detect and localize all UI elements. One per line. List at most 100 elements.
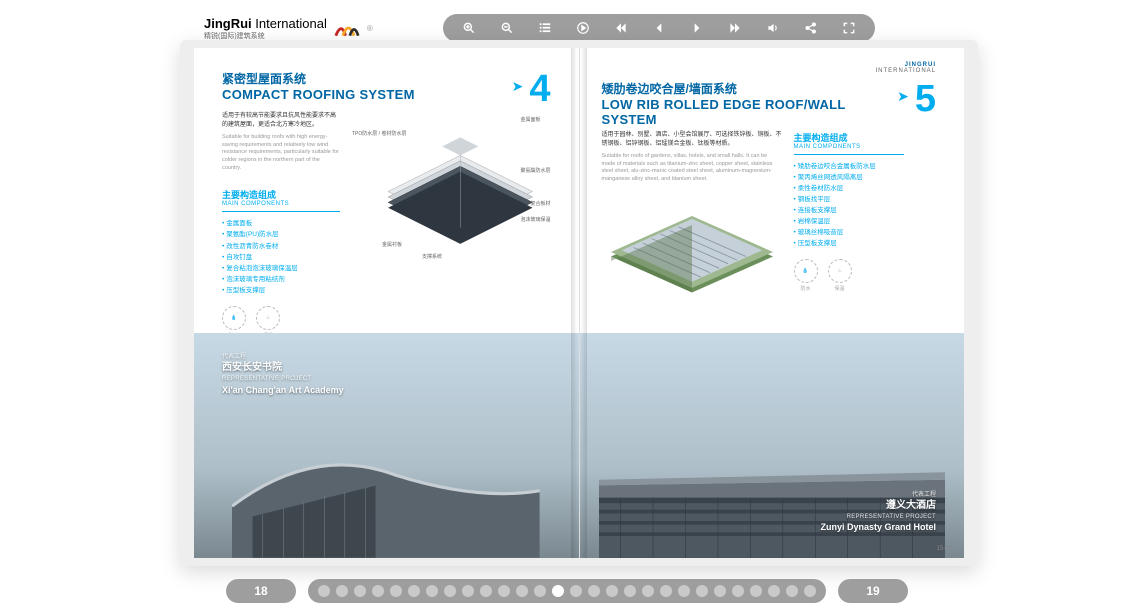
intro-en: Suitable for building roofs with high en… [222,134,340,172]
left-page-pill[interactable]: 18 [226,579,296,603]
page-dot[interactable] [462,585,474,597]
zoom-out-icon[interactable] [499,20,515,36]
page-dot[interactable] [372,585,384,597]
page-right[interactable]: JINGRUI INTERNATIONAL 矮肋卷边咬合屋/墙面系统 LOW R… [580,48,965,558]
component-item: 改性沥青防水卷材 [222,241,340,252]
page-dot[interactable] [660,585,672,597]
zoom-in-icon[interactable] [461,20,477,36]
page-dot[interactable] [588,585,600,597]
page-number: ➤ 5 [897,80,936,127]
badges: 💧防水 ♨保温 [794,259,904,292]
callout: 复合板材 [530,200,550,207]
project-label: 代表工程 西安长安书院 REPRESENTATIVE PROJECT Xi'an… [222,353,344,396]
component-item: 聚氨酯(PU)防水层 [222,229,340,240]
proj-name-en: Xi'an Chang'an Art Academy [222,384,344,397]
page-dot[interactable] [318,585,330,597]
title-en: COMPACT ROOFING SYSTEM [222,87,415,102]
page-dot[interactable] [750,585,762,597]
page-dot[interactable] [624,585,636,597]
callout: TPO防水层 / 卷材防水层 [352,130,406,137]
badge-waterproof: 💧防水 [794,259,818,292]
callout: 支撑系统 [422,253,442,260]
comp-h-cn: 主要构造组成 [222,188,340,201]
page-dot[interactable] [768,585,780,597]
page-left[interactable]: 紧密型屋面系统 COMPACT ROOFING SYSTEM ➤ 4 适用于有较… [194,48,580,558]
page-dot[interactable] [354,585,366,597]
page-num-value: 5 [915,80,936,118]
diagram-column: 金属面板 TPO防水层 / 卷材防水层 聚氨酯防水层 复合板材 泡沫玻璃保温 金… [352,112,551,339]
page-dot[interactable] [390,585,402,597]
last-icon[interactable] [727,20,743,36]
book-spread: 紧密型屋面系统 COMPACT ROOFING SYSTEM ➤ 4 适用于有较… [194,48,964,558]
fullscreen-icon[interactable] [841,20,857,36]
components-column: 主要构造组成 MAIN COMPONENTS 矮肋卷边咬合金属板防水层聚丙烯丝网… [794,131,904,312]
page-number: ➤ 4 [512,70,551,108]
brand-tag: JINGRUI INTERNATIONAL [875,62,936,74]
component-item: 泡沫玻璃专用粘结剂 [222,274,340,285]
page-dot[interactable] [678,585,690,597]
first-icon[interactable] [613,20,629,36]
component-item: 钢板找平层 [794,194,904,205]
page-body: 适用于园林、别墅、酒店、小型会馆展厅、可选择铁锌板、铜板、不锈钢板、铝锌钢板、铝… [580,127,965,312]
callout: 金属面板 [520,116,540,123]
components-list: 矮肋卷边咬合金属板防水层聚丙烯丝网透风隔离层柔性卷材防水层钢板找平层连接板支撑层… [794,161,904,249]
project-photo: 代表工程 遵义大酒店 REPRESENTATIVE PROJECT Zunyi … [580,333,965,558]
page-dot[interactable] [426,585,438,597]
heat-icon: ♨ [828,259,852,283]
page-dot[interactable] [642,585,654,597]
component-item: 复合粘泡泡沫玻璃保温层 [222,263,340,274]
page-dot[interactable] [570,585,582,597]
component-item: 矮肋卷边咬合金属板防水层 [794,161,904,172]
project-label: 代表工程 遵义大酒店 REPRESENTATIVE PROJECT Zunyi … [820,491,936,534]
page-dots [308,579,826,603]
page-title: 矮肋卷边咬合屋/墙面系统 LOW RIB ROLLED EDGE ROOF/WA… [602,80,898,127]
page-body: 适用于有较高节能要求且抗风性能要求不高的建筑屋面，更适合北方寒冷地区。 Suit… [194,108,579,339]
sound-icon[interactable] [765,20,781,36]
roof-diagram [602,192,782,312]
components-heading: 主要构造组成 MAIN COMPONENTS [794,131,904,150]
page-dot[interactable] [786,585,798,597]
arrow-icon: ➤ [512,78,524,95]
proj-name-en: Zunyi Dynasty Grand Hotel [820,521,936,534]
page-dot[interactable] [444,585,456,597]
brand-tag-2: INTERNATIONAL [875,68,936,74]
toc-icon[interactable] [537,20,553,36]
proj-label-en-sm: REPRESENTATIVE PROJECT [820,513,936,521]
page-dot[interactable] [534,585,546,597]
left-column: 适用于有较高节能要求且抗风性能要求不高的建筑屋面，更适合北方寒冷地区。 Suit… [222,112,340,339]
spread-pages: 紧密型屋面系统 COMPACT ROOFING SYSTEM ➤ 4 适用于有较… [194,48,964,558]
page-dot[interactable] [732,585,744,597]
right-page-pill[interactable]: 19 [838,579,908,603]
page-dot[interactable] [498,585,510,597]
badge-label: 防水 [800,285,810,292]
component-item: 压型板支撑层 [222,285,340,296]
page-header: 矮肋卷边咬合屋/墙面系统 LOW RIB ROLLED EDGE ROOF/WA… [580,48,965,127]
page-dot[interactable] [408,585,420,597]
next-icon[interactable] [689,20,705,36]
left-column: 适用于园林、别墅、酒店、小型会馆展厅、可选择铁锌板、铜板、不锈钢板、铝锌钢板、铝… [602,131,782,312]
page-dot[interactable] [606,585,618,597]
page-dot[interactable] [516,585,528,597]
component-item: 玻璃丝棉吸音层 [794,227,904,238]
page-dot[interactable] [336,585,348,597]
brand-name: JingRui International [204,16,327,31]
title-cn: 矮肋卷边咬合屋/墙面系统 [602,80,898,97]
autoplay-icon[interactable] [575,20,591,36]
comp-h-cn: 主要构造组成 [794,131,904,144]
page-dot[interactable] [480,585,492,597]
page-dot[interactable] [714,585,726,597]
callout: 金属衬板 [382,241,402,248]
droplet-icon: 💧 [222,306,246,330]
page-dot[interactable] [696,585,708,597]
badge-insulation: ♨保温 [828,259,852,292]
page-dot[interactable] [804,585,816,597]
prev-icon[interactable] [651,20,667,36]
share-icon[interactable] [803,20,819,36]
component-item: 自攻钉盘 [222,252,340,263]
comp-h-en: MAIN COMPONENTS [794,144,904,150]
callout: 泡沫玻璃保温 [520,216,550,223]
intro-cn: 适用于有较高节能要求且抗风性能要求不高的建筑屋面，更适合北方寒冷地区。 [222,112,340,130]
proj-name-cn: 遵义大酒店 [820,499,936,513]
page-dot[interactable] [552,585,564,597]
trademark-icon: ® [367,24,373,33]
